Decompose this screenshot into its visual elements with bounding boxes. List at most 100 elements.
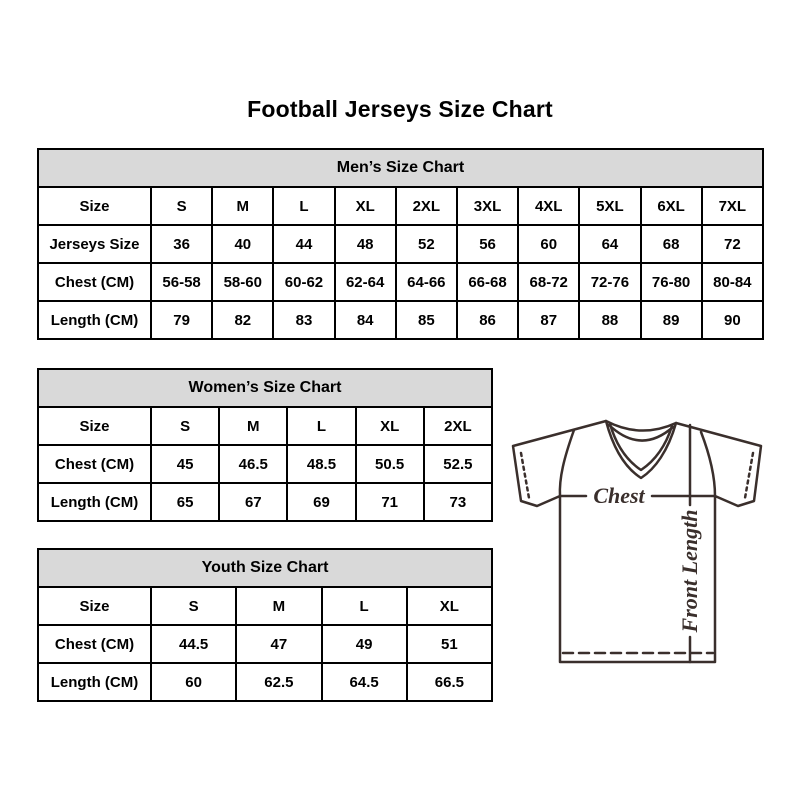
right-armhole-seam	[699, 430, 717, 498]
table-cell: 47	[235, 624, 323, 664]
chest-label: Chest	[593, 483, 645, 508]
column-header: Size	[37, 586, 152, 626]
table-cell: 73	[422, 482, 494, 522]
youth-size-table: Youth Size Chart Size S M L XL Chest (CM…	[37, 548, 494, 702]
table-cell: 72-76	[578, 262, 642, 302]
table-cell: 56-58	[149, 262, 214, 302]
table-cell: 88	[578, 300, 642, 340]
table-cell: 50.5	[354, 444, 425, 484]
mens-size-table: Men’s Size Chart Size S M L XL 2XL 3XL 4…	[37, 148, 765, 340]
table-row: Chest (CM) 44.5 47 49 51	[37, 624, 494, 664]
table-cell: 60	[149, 662, 238, 702]
table-cell: 65	[149, 482, 221, 522]
table-cell: 90	[700, 300, 765, 340]
vneck-inner-path	[608, 422, 674, 472]
column-header: 7XL	[700, 186, 765, 226]
table-cell: 68-72	[517, 262, 581, 302]
table-cell: 79	[149, 300, 214, 340]
column-header: 3XL	[455, 186, 520, 226]
table-cell: 46.5	[218, 444, 289, 484]
table-row: Chest (CM) 56-58 58-60 60-62 62-64 64-66…	[37, 262, 765, 302]
table-cell: 48.5	[286, 444, 357, 484]
row-label: Length (CM)	[37, 482, 152, 522]
column-header: Size	[37, 186, 152, 226]
table-cell: 66-68	[455, 262, 520, 302]
row-label: Jerseys Size	[37, 224, 152, 264]
table-cell: 80-84	[700, 262, 765, 302]
youth-table-title: Youth Size Chart	[37, 548, 493, 588]
table-cell: 85	[394, 300, 458, 340]
column-header: XL	[333, 186, 397, 226]
table-cell: 58-60	[211, 262, 275, 302]
table-cell: 82	[211, 300, 275, 340]
table-cell: 49	[320, 624, 408, 664]
row-label: Chest (CM)	[37, 262, 152, 302]
table-cell: 64-66	[394, 262, 458, 302]
jersey-outline-path	[511, 419, 763, 664]
table-cell: 69	[286, 482, 357, 522]
table-title-row: Men’s Size Chart	[37, 148, 764, 188]
column-header: 6XL	[639, 186, 703, 226]
table-row: Chest (CM) 45 46.5 48.5 50.5 52.5	[37, 444, 494, 484]
row-label: Length (CM)	[37, 300, 152, 340]
table-cell: 87	[517, 300, 581, 340]
column-header: 4XL	[517, 186, 581, 226]
table-cell: 40	[211, 224, 275, 264]
collar-band-path	[607, 423, 675, 442]
table-cell: 84	[333, 300, 397, 340]
table-cell: 45	[149, 444, 221, 484]
table-cell: 83	[272, 300, 336, 340]
table-cell: 62.5	[235, 662, 323, 702]
table-cell: 76-80	[639, 262, 703, 302]
table-cell: 51	[405, 624, 494, 664]
table-row: Length (CM) 60 62.5 64.5 66.5	[37, 662, 494, 702]
vneck-outer-path	[604, 419, 678, 480]
page-title: Football Jerseys Size Chart	[247, 96, 553, 122]
column-header: 5XL	[578, 186, 642, 226]
column-header: S	[149, 186, 214, 226]
table-cell: 60	[517, 224, 581, 264]
column-header: 2XL	[422, 406, 494, 446]
table-cell: 71	[354, 482, 425, 522]
table-header-row: Size S M L XL 2XL 3XL 4XL 5XL 6XL 7XL	[37, 186, 765, 226]
column-header: M	[235, 586, 323, 626]
table-header-row: Size S M L XL 2XL	[37, 406, 494, 446]
table-cell: 72	[700, 224, 765, 264]
table-cell: 66.5	[405, 662, 494, 702]
table-row: Jerseys Size 36 40 44 48 52 56 60 64 68 …	[37, 224, 765, 264]
mens-table-title: Men’s Size Chart	[37, 148, 764, 188]
table-cell: 56	[455, 224, 520, 264]
column-header: Size	[37, 406, 152, 446]
table-cell: 52.5	[422, 444, 494, 484]
column-header: L	[272, 186, 336, 226]
column-header: S	[149, 406, 221, 446]
table-cell: 67	[218, 482, 289, 522]
table-header-row: Size S M L XL	[37, 586, 494, 626]
table-row: Length (CM) 79 82 83 84 85 86 87 88 89 9…	[37, 300, 765, 340]
table-cell: 89	[639, 300, 703, 340]
column-header: S	[149, 586, 238, 626]
column-header: L	[320, 586, 408, 626]
table-cell: 48	[333, 224, 397, 264]
column-header: XL	[405, 586, 494, 626]
column-header: L	[286, 406, 357, 446]
left-armhole-seam	[558, 428, 576, 498]
row-label: Chest (CM)	[37, 444, 152, 484]
table-title-row: Youth Size Chart	[37, 548, 493, 588]
table-cell: 36	[149, 224, 214, 264]
column-header: M	[211, 186, 275, 226]
row-label: Chest (CM)	[37, 624, 152, 664]
womens-table-title: Women’s Size Chart	[37, 368, 493, 408]
left-cuff-stitch-line	[519, 451, 531, 500]
jersey-diagram: Chest Front Length	[511, 419, 763, 664]
table-title-row: Women’s Size Chart	[37, 368, 493, 408]
front-length-label: Front Length	[677, 510, 702, 634]
row-label: Length (CM)	[37, 662, 152, 702]
womens-size-table: Women’s Size Chart Size S M L XL 2XL Che…	[37, 368, 494, 522]
table-cell: 62-64	[333, 262, 397, 302]
table-cell: 64	[578, 224, 642, 264]
table-cell: 44	[272, 224, 336, 264]
table-cell: 86	[455, 300, 520, 340]
column-header: XL	[354, 406, 425, 446]
